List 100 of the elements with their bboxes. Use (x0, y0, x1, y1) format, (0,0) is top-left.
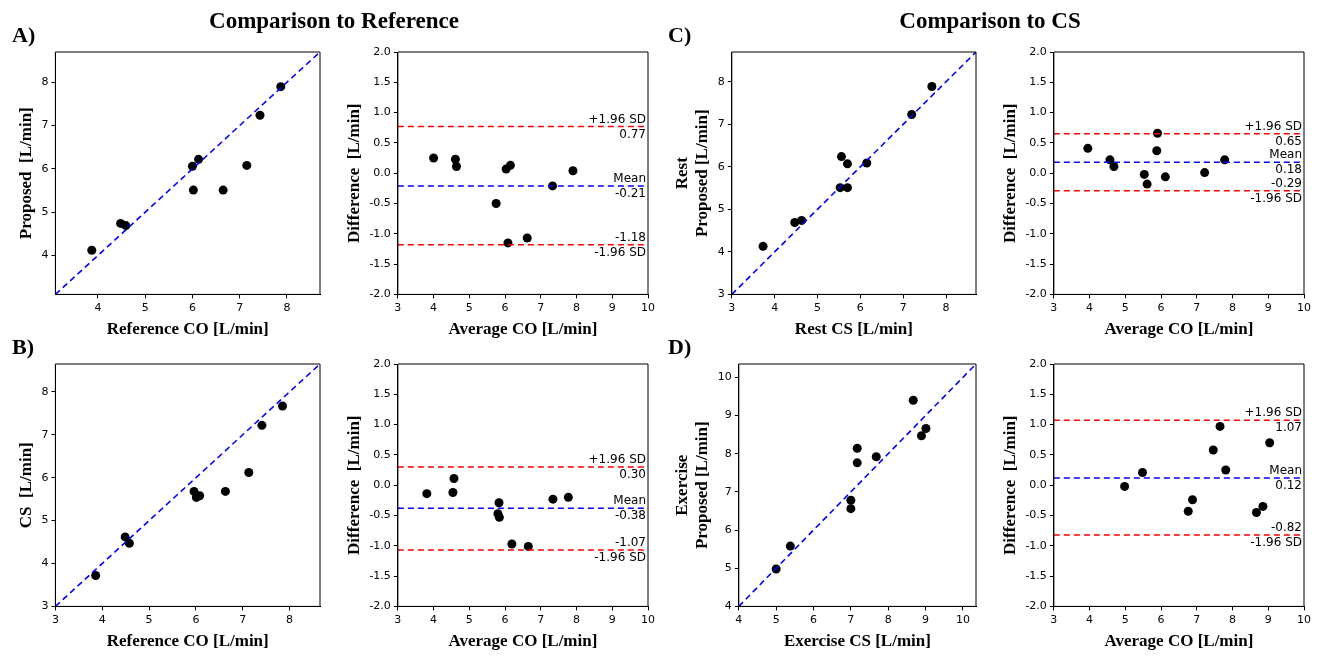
annotation: -0.21 (614, 186, 646, 201)
x-tick-label: 6 (1157, 612, 1165, 626)
y-tick-label: 0.5 (373, 447, 391, 461)
y-axis-title: Proposed [L/min] (15, 107, 35, 240)
ref-line-label: +1.96 SD (588, 452, 646, 467)
annotation: 0.65 (1275, 133, 1302, 148)
x-tick-label: 8 (942, 300, 950, 314)
y-tick-label: 1.0 (373, 105, 391, 119)
y-tick-label: 2.0 (373, 44, 391, 58)
x-tick-label: 3 (394, 300, 402, 314)
y-tick-label: -1.5 (1025, 568, 1047, 582)
y-tick-label: 7 (41, 427, 49, 441)
y-tick-label: 1.5 (373, 75, 391, 89)
y-tick-label: -0.5 (369, 196, 391, 210)
y-tick-label: 2.0 (373, 356, 391, 370)
x-tick-label: 8 (286, 612, 294, 626)
annotation: 0.77 (619, 126, 646, 141)
chart-title: Comparison to Reference (209, 8, 459, 33)
x-tick-label: 10 (955, 612, 970, 626)
y-tick-label: 8 (41, 384, 49, 398)
x-tick-label: 4 (1086, 612, 1094, 626)
x-tick-label: 10 (641, 300, 655, 314)
x-tick-label: 3 (51, 612, 59, 626)
x-axis-title: Rest CS [L/min] (794, 319, 913, 339)
x-tick-label: 10 (641, 612, 655, 626)
x-tick-label: 5 (145, 612, 153, 626)
y-tick-label: 3 (717, 287, 725, 301)
x-tick-label: 3 (1050, 612, 1058, 626)
y-axis-title: CS [L/min] (15, 442, 35, 529)
y-axis-title: Difference [L/min] (999, 415, 1019, 555)
annotation: -1.18 (614, 229, 646, 244)
x-tick-label: 7 (239, 612, 247, 626)
y-tick-label: 0.0 (1029, 478, 1047, 492)
x-axis-title: Average CO [L/min] (448, 319, 598, 339)
chart-title: Comparison to CS (899, 8, 1081, 33)
x-tick-label: 6 (501, 300, 509, 314)
x-tick-label: 5 (141, 300, 149, 314)
x-tick-label: 5 (1121, 612, 1129, 626)
y-tick-label: 2.0 (1029, 356, 1047, 370)
x-tick-label: 7 (847, 612, 855, 626)
x-tick-label: 3 (1050, 300, 1058, 314)
y-tick-label: 6 (724, 522, 732, 536)
y-tick-label: 1.5 (1029, 75, 1047, 89)
x-tick-label: 9 (608, 300, 616, 314)
y-tick-label: 8 (41, 75, 49, 89)
annotation: -0.38 (614, 508, 646, 523)
y-tick-label: 4 (717, 244, 725, 258)
ref-line-label: -1.96 SD (594, 550, 646, 565)
y-tick-label: 5 (41, 513, 49, 527)
x-tick-label: 4 (430, 300, 438, 314)
ref-line-label: +1.96 SD (588, 111, 646, 126)
x-tick-label: 5 (465, 300, 473, 314)
y-tick-label: 5 (724, 561, 732, 575)
y-tick-label: -2.0 (369, 287, 391, 301)
x-axis-title: Reference CO [L/min] (106, 631, 269, 651)
ref-line-label: Mean (1269, 463, 1302, 478)
y-tick-label: 0.5 (1029, 135, 1047, 149)
x-tick-label: 8 (884, 612, 892, 626)
ref-line-label: -1.96 SD (1250, 535, 1302, 550)
x-tick-label: 5 (1121, 300, 1129, 314)
x-tick-label: 8 (573, 612, 581, 626)
x-tick-label: 4 (430, 612, 438, 626)
x-tick-label: 5 (813, 300, 821, 314)
y-tick-label: -1.5 (369, 256, 391, 270)
y-tick-label: 7 (717, 117, 725, 131)
y-tick-label: 0.5 (373, 135, 391, 149)
ref-line-label: +1.96 SD (1244, 118, 1302, 133)
y-tick-label: 3 (41, 599, 49, 613)
x-tick-label: 4 (94, 300, 102, 314)
x-tick-label: 5 (772, 612, 780, 626)
text: D) (668, 334, 692, 360)
y-tick-label: 7 (41, 118, 49, 132)
x-tick-label: 8 (1229, 300, 1237, 314)
x-tick-label: 6 (192, 612, 200, 626)
y-tick-label: 1.5 (1029, 387, 1047, 401)
x-tick-label: 7 (899, 300, 907, 314)
x-tick-label: 6 (1157, 300, 1165, 314)
y-tick-label: 1.0 (1029, 105, 1047, 119)
y-tick-label: -1.0 (369, 226, 391, 240)
y-axis-title: Difference [L/min] (999, 103, 1019, 243)
y-tick-label: -0.5 (369, 508, 391, 522)
x-tick-label: 7 (1193, 612, 1201, 626)
annotation: 1.07 (1275, 420, 1302, 435)
x-tick-label: 8 (1229, 612, 1237, 626)
y-tick-label: -1.0 (1025, 226, 1047, 240)
x-tick-label: 4 (771, 300, 779, 314)
y-axis-title: Exercise Proposed [L/min] (671, 421, 711, 550)
y-tick-label: 1.5 (373, 387, 391, 401)
x-tick-label: 9 (1264, 612, 1272, 626)
y-axis-title: Difference [L/min] (343, 415, 363, 555)
x-tick-label: 8 (283, 300, 291, 314)
y-tick-label: -2.0 (1025, 287, 1047, 301)
annotation: -0.82 (1270, 520, 1302, 535)
y-tick-label: -1.0 (369, 538, 391, 552)
annotation: 0.18 (1275, 162, 1302, 177)
y-tick-label: -0.5 (1025, 508, 1047, 522)
x-axis-title: Average CO [L/min] (1104, 319, 1254, 339)
x-tick-label: 7 (537, 300, 545, 314)
y-tick-label: 1.0 (373, 417, 391, 431)
x-tick-label: 9 (922, 612, 930, 626)
